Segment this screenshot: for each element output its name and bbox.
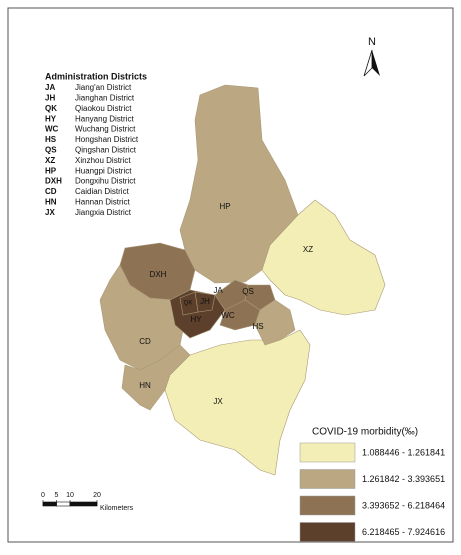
scale-unit: Kilometers (100, 505, 134, 512)
legend-swatch (299, 469, 356, 489)
district-code: WC (45, 125, 59, 134)
district-name: Hannan District (75, 198, 130, 207)
district-name: Wuchang District (75, 125, 136, 134)
map-label: DXH (150, 270, 167, 279)
scale-tick-label: 20 (93, 492, 101, 499)
scale-tick-label: 5 (55, 492, 59, 499)
district-code: HN (45, 198, 57, 207)
district-code: CD (45, 187, 57, 196)
district-code: HS (45, 135, 57, 144)
district-area (179, 84, 299, 284)
legend-swatch (299, 442, 356, 463)
legend-label: 3.393652 - 6.218464 (362, 500, 445, 510)
district-area (179, 291, 199, 316)
map-label: CD (139, 337, 151, 346)
map-label: WC (221, 311, 235, 320)
district-code: JA (45, 83, 55, 92)
north-arrow (372, 50, 380, 76)
map-label: JH (200, 297, 210, 306)
district-code: HY (45, 114, 57, 123)
regions (99, 84, 386, 476)
north-arrow (363, 49, 373, 77)
district-name: Hongshan District (75, 135, 139, 144)
legend-swatch (299, 495, 356, 516)
district-area (254, 299, 296, 346)
map-label: HN (139, 381, 151, 390)
district-code: XZ (45, 156, 55, 165)
district-area (121, 344, 191, 411)
map-label: JX (213, 397, 223, 406)
district-name: Jiangxia District (75, 208, 132, 217)
district-name: Qingshan District (75, 146, 137, 155)
district-code: QK (45, 104, 57, 113)
scale-tick-label: 10 (66, 492, 74, 499)
map-label: HS (252, 322, 263, 331)
district-code: HP (45, 166, 57, 175)
district-code: QS (45, 146, 57, 155)
district-name: Xinzhou District (75, 156, 131, 165)
map-label: JA (213, 286, 223, 295)
scale-tick-label: 0 (41, 492, 45, 499)
district-name: Jiang'an District (75, 83, 132, 92)
legend-swatch (299, 522, 356, 542)
district-area (261, 199, 386, 316)
scale-segment (56, 501, 71, 507)
north-label: N (368, 36, 376, 48)
map-label: XZ (303, 245, 313, 254)
district-name: Dongxihu District (75, 177, 136, 186)
districts-title: Administration Districts (45, 71, 147, 81)
scale-segment (69, 501, 98, 507)
legend-label: 1.261842 - 3.393651 (362, 474, 445, 484)
district-name: Jianghan District (75, 94, 135, 103)
map-label: HY (190, 315, 202, 324)
map-label: QK (184, 301, 193, 307)
map-label: QS (242, 287, 254, 296)
district-name: Hanyang District (75, 114, 134, 123)
scale-segment (42, 501, 57, 507)
district-name: Huangpi District (75, 166, 132, 175)
district-code: JH (45, 94, 55, 103)
district-code: DXH (45, 177, 62, 186)
legend-label: 1.088446 - 1.261841 (362, 447, 445, 457)
legend-label: 6.218465 - 7.924616 (362, 527, 445, 537)
district-name: Caidian District (75, 187, 130, 196)
district-code: JX (45, 208, 55, 217)
district-name: Qiaokou District (75, 104, 132, 113)
legend-title: COVID-19 morbidity(‰) (312, 427, 418, 438)
map-label: HP (219, 202, 230, 211)
